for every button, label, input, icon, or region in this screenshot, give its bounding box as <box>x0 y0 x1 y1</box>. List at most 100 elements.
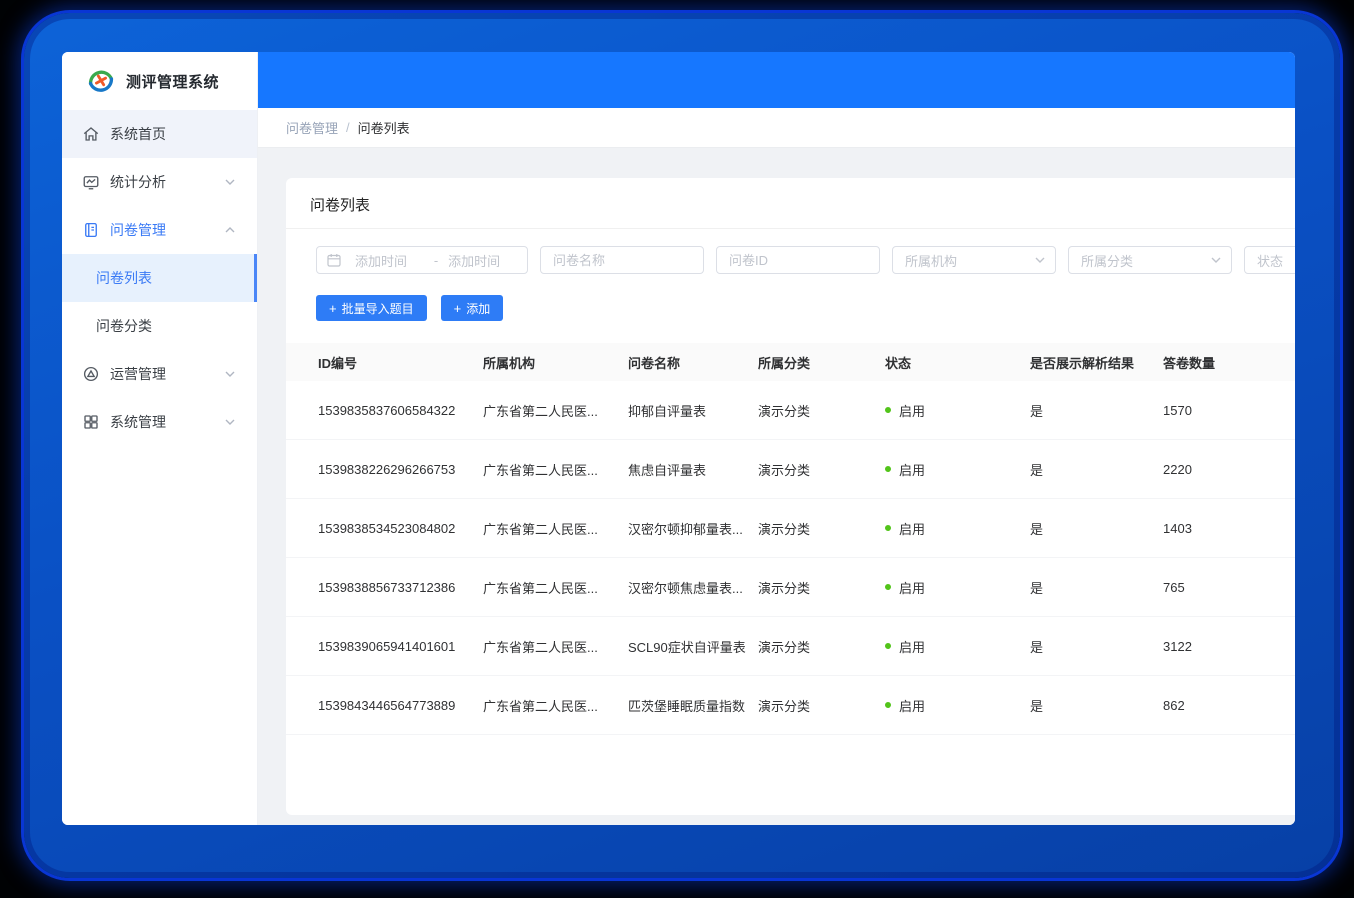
cell-id: 1539838226296266753 <box>318 461 456 477</box>
plus-icon: + <box>329 300 337 316</box>
cell-status: 启用 <box>885 696 1030 715</box>
cell-show-analysis: 是 <box>1030 698 1044 714</box>
add-button[interactable]: + 添加 <box>440 295 504 321</box>
cell-name: 匹茨堡睡眠质量指数 <box>628 698 746 714</box>
sidebar-item-label: 系统首页 <box>110 126 166 142</box>
cell-count: 1403 <box>1163 520 1192 536</box>
category-select-placeholder: 所属分类 <box>1081 253 1134 269</box>
chevron-down-icon <box>1211 257 1221 263</box>
breadcrumb: 问卷管理 / 问卷列表 <box>258 108 1295 148</box>
cell-show-analysis: 是 <box>1030 521 1044 537</box>
chevron-down-icon <box>225 179 235 185</box>
breadcrumb-current: 问卷列表 <box>357 121 410 136</box>
cell-count: 2220 <box>1163 461 1192 477</box>
status-select[interactable]: 状态 <box>1244 246 1295 274</box>
category-select[interactable]: 所属分类 <box>1068 246 1232 274</box>
sidebar-item-questionnaire-mgmt[interactable]: 问卷管理 <box>62 206 257 254</box>
table-row[interactable]: 1539838856733712386 广东省第二人民医... 汉密尔顿焦虑量表… <box>286 558 1295 617</box>
cell-show-analysis: 是 <box>1030 639 1044 655</box>
content-area: 问卷列表 添加时间 - 添加时间 <box>258 148 1295 825</box>
calendar-icon <box>327 254 341 267</box>
questionnaire-id-input[interactable] <box>717 247 879 273</box>
sidebar-item-label: 运营管理 <box>110 366 166 382</box>
chevron-down-icon <box>225 419 235 425</box>
date-range-picker[interactable]: 添加时间 - 添加时间 <box>316 246 528 274</box>
sidebar-item-statistics[interactable]: 统计分析 <box>62 158 257 206</box>
table-row[interactable]: 1539835837606584322 广东省第二人民医... 抑郁自评量表 演… <box>286 381 1295 440</box>
table-header-row: ID编号 所属机构 问卷名称 所属分类 状态 是否展示解析结果 答卷数量 <box>286 343 1295 381</box>
status-label: 启用 <box>899 403 926 419</box>
sidebar-menu: 系统首页 统计分析 问卷管理 问卷列表 <box>62 110 257 825</box>
table-row[interactable]: 1539838226296266753 广东省第二人民医... 焦虑自评量表 演… <box>286 440 1295 499</box>
table-header-name: 问卷名称 <box>628 355 681 371</box>
status-dot-icon <box>885 525 891 531</box>
cell-status: 启用 <box>885 637 1030 656</box>
app-title: 测评管理系统 <box>126 73 220 91</box>
questionnaire-name-input[interactable] <box>541 247 703 273</box>
cell-name: 焦虑自评量表 <box>628 462 707 478</box>
table-row[interactable]: 1539839065941401601 广东省第二人民医... SCL90症状自… <box>286 617 1295 676</box>
cell-category: 演示分类 <box>758 462 811 478</box>
status-select-placeholder: 状态 <box>1257 253 1284 269</box>
cell-org: 广东省第二人民医... <box>483 403 598 419</box>
organization-select[interactable]: 所属机构 <box>892 246 1056 274</box>
sidebar-item-home[interactable]: 系统首页 <box>62 110 257 158</box>
batch-import-label: 批量导入题目 <box>341 301 414 316</box>
filter-bar: 添加时间 - 添加时间 所属机构 <box>286 229 1295 274</box>
cell-status: 启用 <box>885 460 1030 479</box>
breadcrumb-separator: / <box>346 120 350 135</box>
batch-import-button[interactable]: + 批量导入题目 <box>316 295 427 321</box>
breadcrumb-parent[interactable]: 问卷管理 <box>286 121 339 136</box>
cell-id: 1539839065941401601 <box>318 638 456 654</box>
document-icon <box>85 222 97 238</box>
cell-category: 演示分类 <box>758 698 811 714</box>
sidebar-item-operations[interactable]: 运营管理 <box>62 350 257 398</box>
cell-org: 广东省第二人民医... <box>483 639 598 655</box>
sidebar-item-label: 统计分析 <box>110 174 166 190</box>
cell-category: 演示分类 <box>758 639 811 655</box>
cell-count: 862 <box>1163 697 1185 713</box>
sidebar-item-label: 问卷管理 <box>110 222 166 238</box>
table-body: 1539835837606584322 广东省第二人民医... 抑郁自评量表 演… <box>286 381 1295 735</box>
toolbar: + 批量导入题目 + 添加 <box>286 274 1295 321</box>
date-start-placeholder: 添加时间 <box>355 253 408 269</box>
grid-icon <box>84 415 98 429</box>
table-row[interactable]: 1539838534523084802 广东省第二人民医... 汉密尔顿抑郁量表… <box>286 499 1295 558</box>
status-label: 启用 <box>899 521 926 537</box>
questionnaire-table: ID编号 所属机构 问卷名称 所属分类 状态 是否展示解析结果 答卷数量 153… <box>286 343 1295 735</box>
cell-status: 启用 <box>885 578 1030 597</box>
plus-icon: + <box>453 300 462 316</box>
sidebar-item-questionnaire-category[interactable]: 问卷分类 <box>62 302 257 350</box>
main-area: 问卷管理 / 问卷列表 问卷列表 添加时间 - 添 <box>258 52 1295 825</box>
cell-name: 汉密尔顿焦虑量表... <box>628 580 743 596</box>
cell-name: SCL90症状自评量表 <box>628 639 746 655</box>
app-logo-icon <box>88 70 114 92</box>
organization-select-placeholder: 所属机构 <box>905 253 958 269</box>
table-row[interactable]: 1539843446564773889 广东省第二人民医... 匹茨堡睡眠质量指… <box>286 676 1295 735</box>
table-header-show-analysis: 是否展示解析结果 <box>1030 355 1135 371</box>
cell-id: 1539838856733712386 <box>318 579 456 595</box>
sidebar-item-system-mgmt[interactable]: 系统管理 <box>62 398 257 446</box>
cell-show-analysis: 是 <box>1030 403 1044 419</box>
top-header-bar <box>258 52 1295 108</box>
cell-category: 演示分类 <box>758 521 811 537</box>
operations-icon <box>83 366 99 382</box>
cell-name: 汉密尔顿抑郁量表... <box>628 521 743 537</box>
status-label: 启用 <box>899 580 926 596</box>
sidebar-item-questionnaire-list[interactable]: 问卷列表 <box>62 254 257 302</box>
chart-icon <box>83 176 99 190</box>
status-dot-icon <box>885 584 891 590</box>
date-end-placeholder: 添加时间 <box>448 253 501 269</box>
cell-org: 广东省第二人民医... <box>483 462 598 478</box>
table-header-org: 所属机构 <box>483 355 536 371</box>
cell-id: 1539843446564773889 <box>318 697 456 713</box>
cell-org: 广东省第二人民医... <box>483 580 598 596</box>
table-header-status: 状态 <box>885 355 912 371</box>
cell-status: 启用 <box>885 401 1030 420</box>
chevron-up-icon <box>225 227 235 233</box>
status-dot-icon <box>885 643 891 649</box>
home-icon <box>83 127 99 141</box>
cell-org: 广东省第二人民医... <box>483 698 598 714</box>
status-dot-icon <box>885 702 891 708</box>
